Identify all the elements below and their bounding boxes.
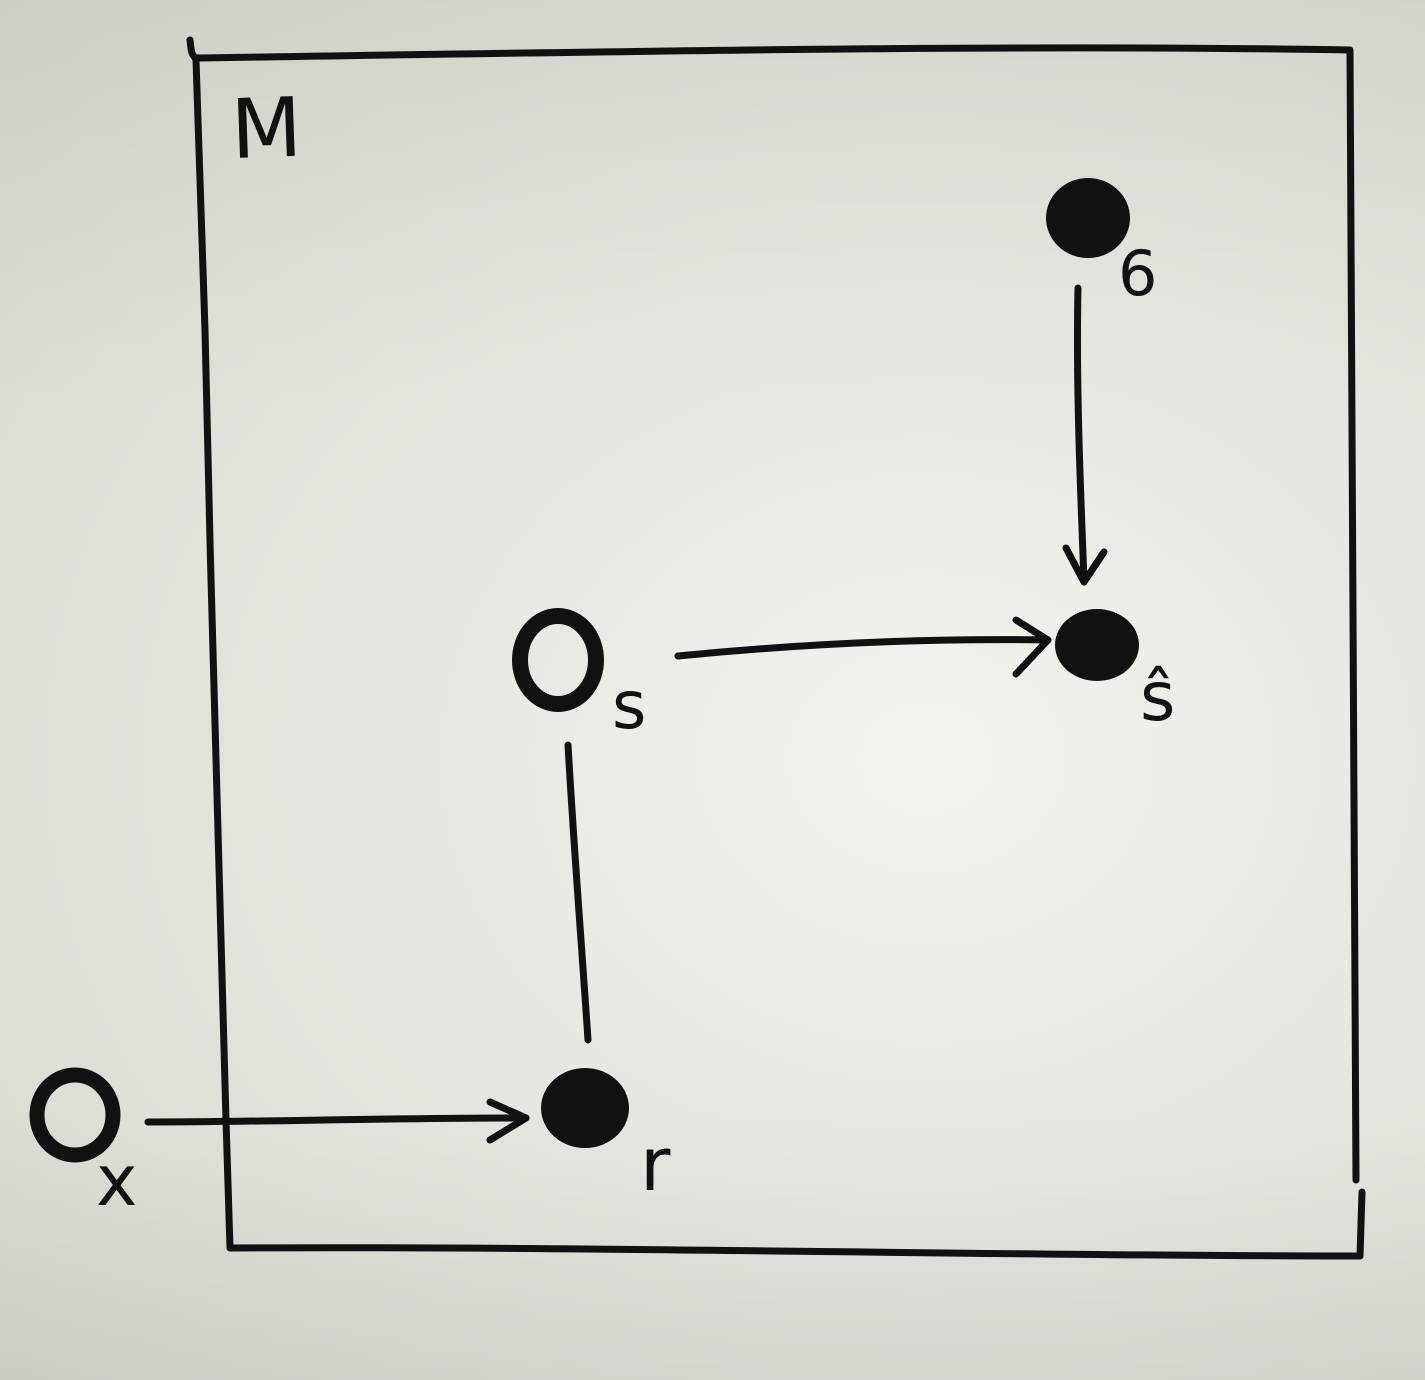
- node-sigma-label: 6: [1118, 237, 1157, 310]
- edge-sigma-to-s-hat-line: [1073, 284, 1088, 584]
- edge-sigma-to-s-hat: [1062, 284, 1108, 586]
- node-s: s: [512, 608, 646, 744]
- plate-label: M: [229, 81, 303, 178]
- node-s-hat-circle: [1055, 609, 1139, 681]
- plate-border: [186, 36, 1366, 1260]
- node-sigma: 6: [1046, 178, 1157, 310]
- node-x: x: [29, 1067, 137, 1222]
- node-r: r: [541, 1068, 671, 1208]
- arrowhead-right-icon: [486, 1098, 530, 1144]
- node-x-label: x: [96, 1140, 137, 1222]
- node-s-circle: [512, 608, 604, 712]
- arrowhead-right-icon: [1012, 616, 1052, 678]
- node-s-hat-label: ŝ: [1140, 658, 1175, 737]
- edge-s-to-s-hat: [674, 616, 1052, 678]
- arrowhead-down-icon: [1062, 544, 1108, 586]
- node-s-label: s: [612, 667, 646, 744]
- node-r-circle: [541, 1068, 629, 1148]
- node-x-circle: [29, 1067, 121, 1163]
- edge-x-to-r: [144, 1098, 530, 1144]
- node-sigma-circle: [1046, 178, 1130, 258]
- edge-x-to-r-line: [144, 1114, 530, 1126]
- edge-s-to-s-hat-line: [674, 636, 1050, 660]
- edge-s-to-r-line: [564, 741, 592, 1044]
- node-r-label: r: [640, 1122, 671, 1208]
- node-s-hat: ŝ: [1055, 609, 1175, 737]
